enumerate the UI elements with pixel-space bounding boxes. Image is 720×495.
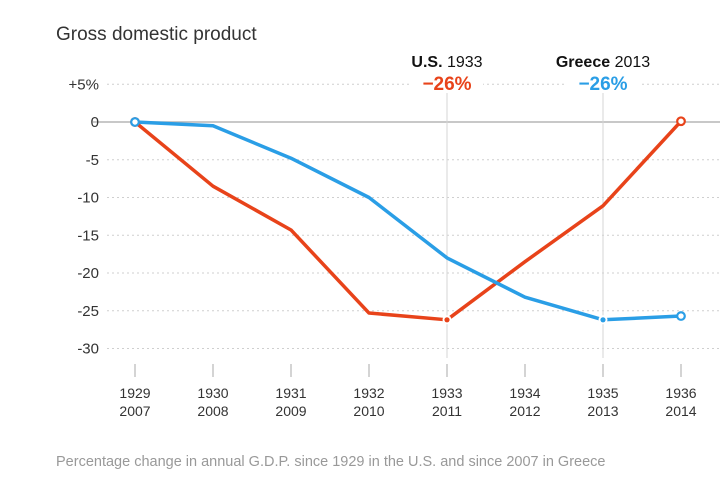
annotation-heading: Greece 2013 [556,54,650,71]
annotation-marker [600,317,606,323]
annotation-year: 2013 [615,54,651,71]
x-tick-label-top: 1931 [275,385,306,401]
x-tick-label-bottom: 2007 [119,403,150,419]
x-tick-label-top: 1936 [665,385,696,401]
y-tick-label: -25 [77,303,99,320]
series-line-greece [134,120,682,322]
endpoint-marker [130,117,140,127]
y-tick-label: -20 [77,265,99,282]
annotation-country: Greece [556,54,615,71]
chart-title: Gross domestic product [56,24,257,45]
annotation-value-bg [567,73,639,93]
annotation-value: −26% [578,74,627,95]
x-tick-label-bottom: 2011 [432,403,462,419]
annotation-value: −26% [422,74,471,95]
y-tick-label: 0 [91,114,99,131]
series-line-us [133,120,683,322]
x-tick-label-bottom: 2014 [665,403,696,419]
x-tick-label-bottom: 2013 [587,403,618,419]
endpoint-marker [676,311,686,321]
x-tick-label-bottom: 2010 [353,403,384,419]
y-tick-label: +5% [69,76,99,93]
annotation-value-bg [411,73,483,93]
chart-note: Percentage change in annual G.D.P. since… [56,454,606,470]
x-tick-label-top: 1932 [353,385,384,401]
y-tick-label: -30 [77,341,99,358]
x-tick-label-top: 1935 [587,385,618,401]
y-tick-label: -15 [77,227,99,244]
x-tick-label-top: 1933 [431,385,462,401]
annotation-year: 1933 [447,54,483,71]
x-tick-label-top: 1934 [509,385,540,401]
x-tick-label-bottom: 2012 [509,403,540,419]
annotation-heading: U.S. 1933 [411,54,482,71]
annotation-marker [444,317,450,323]
x-tick-label-bottom: 2008 [197,403,228,419]
endpoint-marker [676,116,686,127]
x-tick-label-bottom: 2009 [275,403,306,419]
annotation-country: U.S. [411,54,447,71]
x-tick-label-top: 1930 [197,385,228,401]
y-tick-label: -10 [77,190,99,207]
x-tick-label-top: 1929 [119,385,150,401]
y-tick-label: -5 [86,152,99,169]
